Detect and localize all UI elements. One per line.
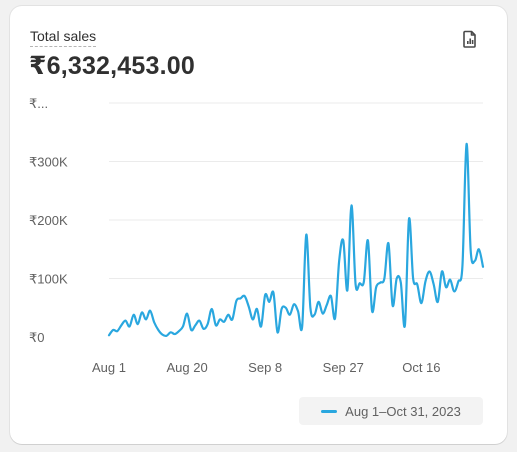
chart-legend[interactable]: Aug 1–Oct 31, 2023 [299, 397, 483, 425]
total-sales-value: ₹6,332,453.00 [29, 52, 195, 80]
x-tick-label: Aug 20 [166, 360, 207, 375]
sales-line-chart: ₹0 ₹100K ₹200K ₹300K ₹... Aug 1 Aug 20 Sep 8 Sep… [29, 96, 485, 375]
y-tick-label: ₹0 [29, 330, 45, 345]
x-tick-label: Sep 8 [248, 360, 282, 375]
legend-label: Aug 1–Oct 31, 2023 [345, 403, 461, 419]
y-tick-label: ₹100K [29, 272, 68, 287]
y-tick-label: ₹200K [29, 213, 68, 228]
x-tick-label: Oct 16 [402, 360, 440, 375]
card-title[interactable]: Total sales [30, 28, 97, 47]
total-sales-card: Total sales ₹6,332,453.00 ₹0 ₹100K ₹200K ₹3… [10, 6, 507, 444]
x-tick-label: Sep 27 [323, 360, 364, 375]
x-tick-label: Aug 1 [92, 360, 126, 375]
legend-swatch [321, 409, 338, 413]
y-tick-label: ₹300K [29, 155, 68, 170]
sales-series-line[interactable] [107, 142, 485, 338]
report-icon [463, 30, 476, 48]
export-report-button[interactable] [457, 26, 483, 52]
y-tick-label: ₹... [29, 96, 48, 111]
